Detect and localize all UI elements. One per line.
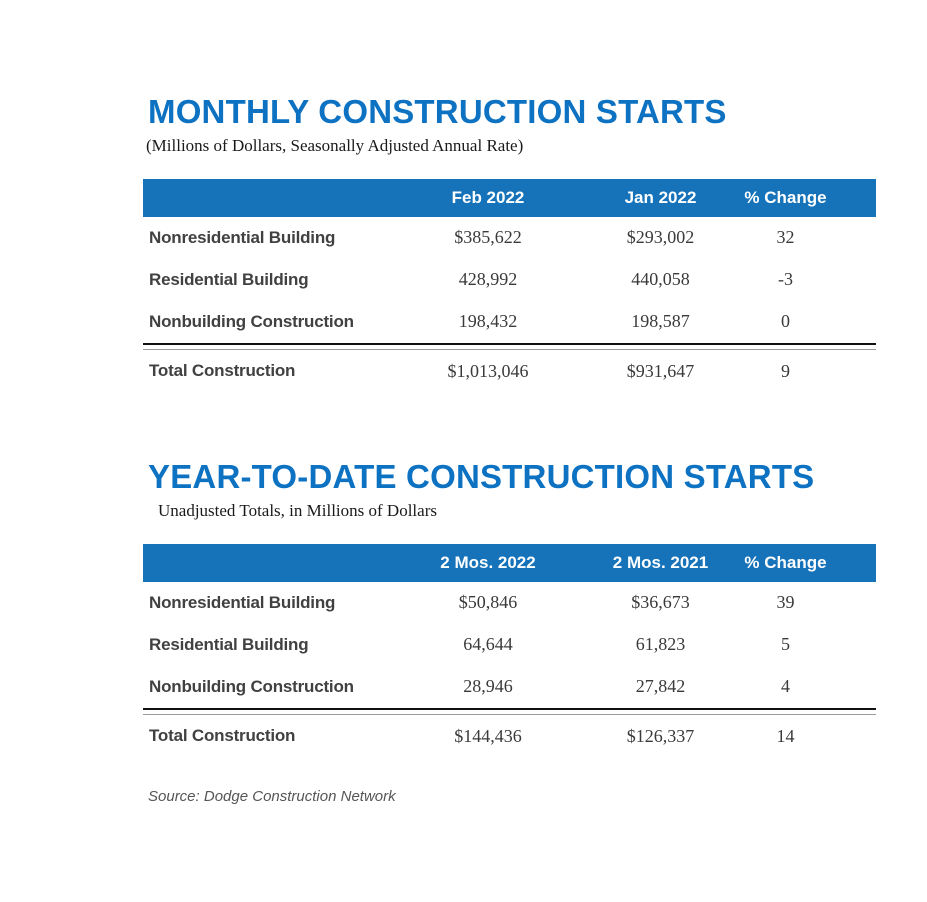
row-label: Total Construction (149, 361, 296, 381)
monthly-title: MONTHLY CONSTRUCTION STARTS (148, 93, 727, 130)
total-separator-line (143, 342, 876, 350)
monthly-subtitle: (Millions of Dollars, Seasonally Adjuste… (146, 135, 524, 155)
row-label: Residential Building (149, 269, 309, 289)
row-label: Total Construction (149, 726, 296, 746)
table-row-nonresidential: Nonresidential Building $50,846 $36,673 … (143, 582, 876, 624)
row-label: Nonresidential Building (149, 592, 336, 612)
cell-value: $1,013,046 (447, 360, 529, 381)
cell-value: 28,946 (463, 676, 513, 697)
report-page: MONTHLY CONSTRUCTION STARTS (Millions of… (143, 0, 876, 805)
cell-value: 9 (781, 360, 790, 381)
cell-value: 14 (776, 725, 795, 746)
cell-value: $144,436 (454, 725, 522, 746)
column-header-2mos-2022: 2 Mos. 2022 (440, 552, 536, 572)
cell-value: 39 (776, 592, 795, 613)
monthly-table-header: Feb 2022 Jan 2022 % Change (143, 178, 876, 217)
row-label: Nonbuilding Construction (149, 676, 354, 696)
ytd-table-header: 2 Mos. 2022 2 Mos. 2021 % Change (143, 543, 876, 582)
cell-value: 64,644 (463, 634, 513, 655)
ytd-title: YEAR-TO-DATE CONSTRUCTION STARTS (148, 457, 815, 495)
total-separator-line (143, 707, 876, 715)
cell-value: 27,842 (635, 676, 686, 697)
cell-value: $931,647 (626, 360, 695, 381)
total-row: Total Construction $144,436 $126,337 14 (143, 715, 876, 758)
cell-value: $50,846 (458, 592, 518, 613)
table-row-nonbuilding: Nonbuilding Construction 28,946 27,842 4 (143, 666, 876, 708)
monthly-section: MONTHLY CONSTRUCTION STARTS (Millions of… (143, 93, 876, 393)
cell-value: 428,992 (458, 269, 518, 290)
cell-value: 198,587 (631, 311, 690, 332)
row-label: Residential Building (149, 634, 309, 654)
cell-value: 32 (776, 227, 795, 248)
section-gap (143, 393, 876, 459)
column-header-jan-2022: Jan 2022 (624, 187, 697, 207)
cell-value: 5 (781, 634, 790, 655)
column-header-pct-change: % Change (744, 552, 827, 572)
source-note: Source: Dodge Construction Network (148, 787, 396, 805)
ytd-table: 2 Mos. 2022 2 Mos. 2021 % Change Nonresi… (143, 543, 876, 758)
ytd-subtitle: Unadjusted Totals, in Millions of Dollar… (158, 500, 437, 520)
cell-value: 61,823 (635, 634, 686, 655)
row-label: Nonresidential Building (149, 227, 336, 247)
cell-value: $126,337 (626, 725, 695, 746)
row-label: Nonbuilding Construction (149, 311, 354, 331)
cell-value: 0 (781, 311, 790, 332)
column-header-pct-change: % Change (744, 187, 827, 207)
table-row-residential: Residential Building 64,644 61,823 5 (143, 624, 876, 666)
cell-value: -3 (778, 269, 793, 290)
total-row: Total Construction $1,013,046 $931,647 9 (143, 350, 876, 393)
column-header-feb-2022: Feb 2022 (451, 187, 525, 207)
column-header-2mos-2021: 2 Mos. 2021 (612, 552, 709, 572)
table-row-nonbuilding: Nonbuilding Construction 198,432 198,587… (143, 301, 876, 343)
table-row-nonresidential: Nonresidential Building $385,622 $293,00… (143, 217, 876, 259)
table-row-residential: Residential Building 428,992 440,058 -3 (143, 259, 876, 301)
ytd-section: YEAR-TO-DATE CONSTRUCTION STARTS Unadjus… (143, 457, 876, 758)
cell-value: 198,432 (458, 311, 518, 332)
cell-value: 4 (781, 676, 790, 697)
monthly-table: Feb 2022 Jan 2022 % Change Nonresidentia… (143, 178, 876, 393)
cell-value: $293,002 (626, 227, 695, 248)
cell-value: $36,673 (631, 592, 690, 613)
cell-value: $385,622 (454, 227, 522, 248)
cell-value: 440,058 (631, 269, 690, 290)
